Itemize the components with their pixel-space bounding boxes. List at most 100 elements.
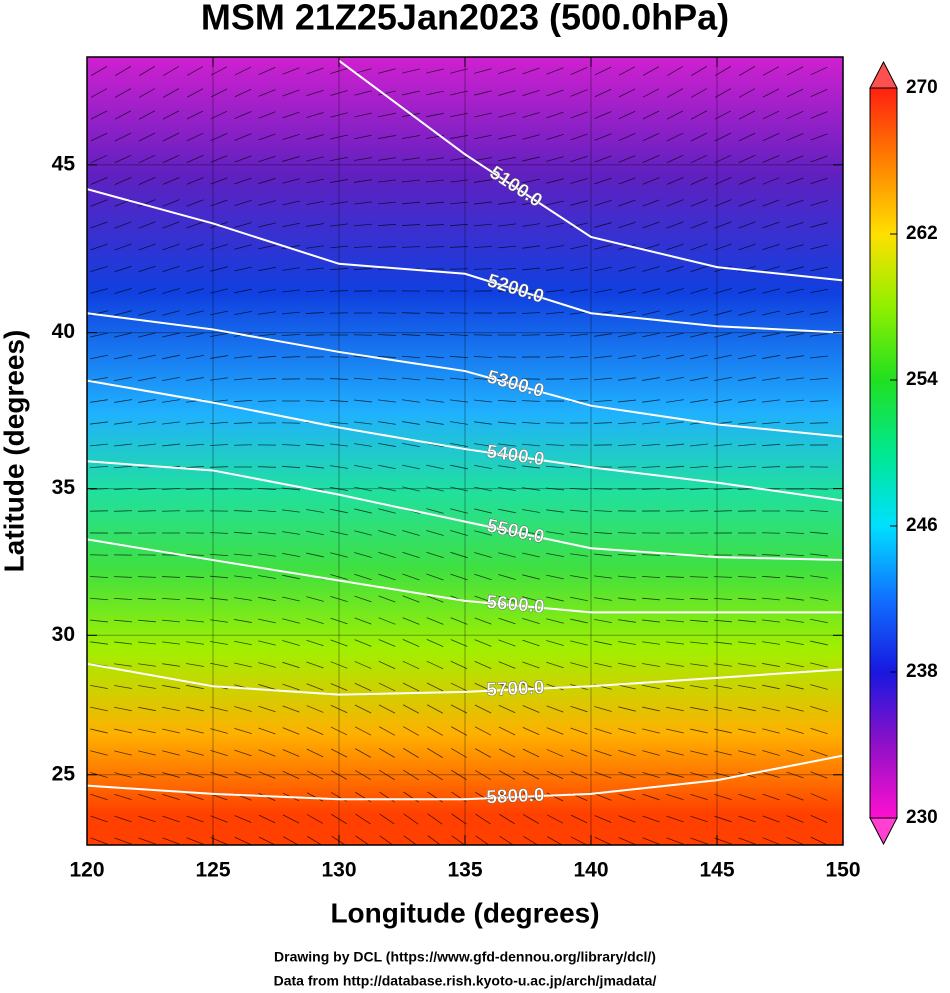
y-tick-label: 25	[52, 762, 76, 785]
wind-arrow	[738, 154, 756, 164]
wind-arrow	[210, 728, 228, 734]
wind-arrow	[378, 201, 396, 205]
wind-arrow	[234, 311, 252, 315]
wind-arrow	[162, 750, 180, 756]
wind-arrow	[810, 66, 828, 76]
wind-arrow	[474, 464, 492, 470]
wind-arrow	[306, 443, 324, 447]
wind-arrow	[570, 333, 588, 337]
wind-arrow	[666, 619, 684, 623]
wind-arrow	[234, 662, 252, 668]
wind-arrow	[690, 663, 708, 667]
wind-arrow	[403, 791, 419, 803]
wind-arrow	[234, 553, 252, 557]
wind-arrow	[642, 132, 660, 142]
wind-arrow	[594, 836, 612, 845]
wind-arrow	[737, 597, 757, 601]
wind-arrow	[210, 244, 228, 250]
wind-arrow	[594, 333, 612, 337]
wind-arrow	[738, 199, 756, 207]
wind-arrow	[427, 769, 443, 781]
wind-arrow	[282, 200, 300, 206]
wind-arrow	[618, 684, 636, 690]
wind-arrow	[618, 575, 636, 579]
wind-arrow	[451, 813, 467, 825]
wind-arrow	[738, 310, 756, 316]
wind-arrow	[210, 355, 228, 359]
wind-arrow	[546, 552, 564, 558]
wind-arrow	[114, 663, 132, 667]
wind-arrow	[786, 266, 804, 272]
wind-arrow	[450, 551, 468, 559]
wind-arrow	[690, 443, 708, 447]
wind-arrow	[90, 265, 108, 273]
wind-arrow	[90, 815, 108, 823]
wind-arrow	[114, 794, 132, 800]
wind-arrow	[282, 111, 300, 119]
wind-arrow	[210, 815, 228, 823]
wind-arrow	[473, 356, 493, 358]
wind-arrow	[138, 815, 156, 823]
wind-arrow	[738, 837, 756, 845]
wind-arrow	[715, 66, 731, 76]
wind-arrow	[570, 509, 588, 513]
wind-arrow	[258, 111, 276, 119]
wind-arrow	[138, 110, 156, 120]
wind-arrow	[186, 88, 204, 98]
wind-arrow	[234, 177, 252, 185]
wind-arrow	[329, 399, 349, 403]
wind-arrow	[474, 552, 492, 558]
wind-arrow	[353, 245, 373, 249]
wind-arrow	[450, 617, 468, 625]
wind-arrow	[162, 310, 180, 316]
wind-arrow	[570, 553, 588, 557]
wind-arrow	[402, 639, 420, 647]
wind-arrow	[305, 312, 325, 314]
wind-arrow	[138, 177, 156, 185]
wind-arrow	[210, 332, 228, 338]
wind-arrow	[593, 399, 613, 403]
wind-arrow	[282, 683, 300, 691]
wind-arrow	[114, 815, 132, 823]
wind-arrow	[522, 661, 540, 669]
wind-arrow	[282, 574, 300, 580]
wind-arrow	[593, 510, 613, 512]
wind-arrow	[714, 443, 732, 447]
wind-arrow	[233, 510, 253, 512]
wind-arrow	[521, 312, 541, 314]
wind-arrow	[786, 575, 804, 579]
wind-arrow	[353, 268, 373, 270]
wind-arrow	[786, 749, 804, 757]
wind-arrow	[785, 444, 805, 446]
wind-arrow	[450, 464, 468, 470]
wind-arrow	[618, 310, 636, 316]
wind-arrow	[786, 815, 804, 823]
wind-arrow	[162, 815, 180, 823]
wind-arrow	[762, 750, 780, 756]
wind-arrow	[691, 66, 707, 76]
wind-arrow	[282, 836, 300, 845]
wind-arrow	[258, 244, 276, 250]
wind-arrow	[642, 110, 660, 120]
wind-arrow	[762, 88, 780, 98]
wind-arrow	[785, 553, 805, 557]
wind-arrow	[714, 750, 732, 756]
wind-arrow	[641, 466, 661, 468]
wind-arrow	[234, 88, 252, 98]
wind-arrow	[666, 177, 684, 185]
wind-arrow	[690, 750, 708, 756]
wind-arrow	[762, 155, 780, 163]
wind-arrow	[306, 89, 324, 97]
x-axis-label: Longitude (degrees)	[330, 897, 599, 928]
wind-arrow	[449, 246, 469, 248]
wind-arrow	[666, 641, 684, 645]
wind-arrow	[523, 835, 539, 845]
x-tick-label: 125	[195, 859, 230, 882]
wind-arrow	[354, 157, 372, 161]
wind-arrow	[738, 728, 756, 734]
wind-arrow	[426, 90, 444, 96]
wind-arrow	[281, 444, 301, 446]
wind-arrow	[690, 376, 708, 382]
wind-arrow	[186, 243, 204, 251]
wind-arrow	[161, 576, 181, 578]
